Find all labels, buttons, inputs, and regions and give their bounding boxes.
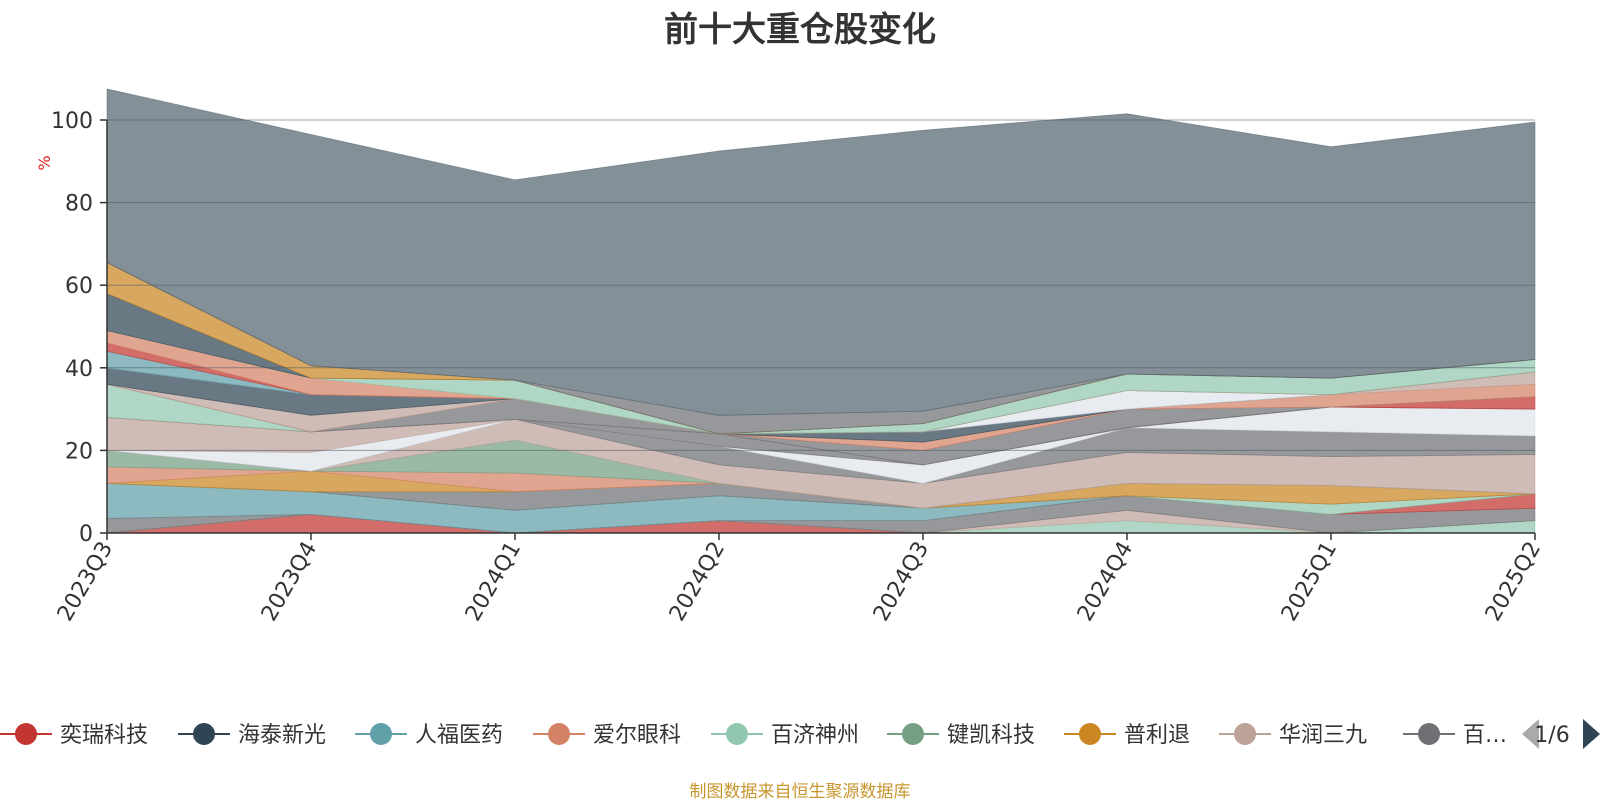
- legend-item[interactable]: 普利退: [1064, 723, 1190, 748]
- y-tick-label: 20: [65, 439, 93, 464]
- legend: 奕瑞科技 海泰新光 人福医药 爱尔眼科 百济神州 键凯科技 普利退 华润三九 百… 1/6: [0, 719, 1600, 749]
- legend-marker-icon: [1418, 723, 1440, 745]
- x-tick-label: 2024Q1: [461, 538, 526, 626]
- legend-item[interactable]: 人福医药: [355, 723, 503, 748]
- legend-label: 百…: [1463, 723, 1507, 748]
- legend-item[interactable]: 海泰新光: [178, 723, 326, 748]
- legend-marker-icon: [902, 723, 924, 745]
- x-tick-label: 2024Q2: [665, 538, 730, 626]
- y-tick-label: 100: [51, 109, 93, 134]
- x-tick-label: 2024Q3: [869, 538, 934, 626]
- triangle-right-icon[interactable]: [1583, 719, 1600, 749]
- x-tick-label: 2024Q4: [1073, 538, 1138, 626]
- legend-page-indicator: 1/6: [1534, 723, 1569, 748]
- legend-marker-icon: [1234, 723, 1256, 745]
- legend-marker-icon: [193, 723, 215, 745]
- legend-label: 人福医药: [415, 723, 503, 748]
- legend-label: 华润三九: [1279, 723, 1367, 748]
- legend-label: 普利退: [1124, 723, 1190, 748]
- legend-item[interactable]: 华润三九: [1219, 723, 1367, 748]
- legend-marker-icon: [548, 723, 570, 745]
- triangle-left-icon[interactable]: [1522, 719, 1539, 749]
- x-tick-label: 2023Q3: [53, 538, 118, 626]
- legend-label: 奕瑞科技: [60, 723, 148, 748]
- data-source-note: 制图数据来自恒生聚源数据库: [689, 782, 911, 802]
- x-tick-label: 2025Q1: [1277, 538, 1342, 626]
- legend-marker-icon: [15, 723, 37, 745]
- y-tick-label: 80: [65, 192, 93, 217]
- grid-layer: [107, 119, 1535, 451]
- legend-marker-icon: [726, 723, 748, 745]
- series-area-band-30: [106, 88, 1536, 416]
- area-layer: [106, 88, 1536, 534]
- x-tick-label: 2025Q2: [1481, 538, 1546, 626]
- legend-item[interactable]: 爱尔眼科: [533, 723, 681, 748]
- y-tick-label: 60: [65, 274, 93, 299]
- y-tick-label: 40: [65, 357, 93, 382]
- legend-item[interactable]: 百…: [1403, 723, 1507, 748]
- chart-title: 前十大重仓股变化: [664, 10, 936, 50]
- legend-item[interactable]: 百济神州: [711, 723, 859, 748]
- legend-label: 海泰新光: [238, 723, 326, 748]
- legend-item[interactable]: 键凯科技: [887, 723, 1035, 748]
- legend-label: 爱尔眼科: [593, 723, 681, 748]
- legend-item[interactable]: 奕瑞科技: [0, 723, 148, 748]
- x-tick-label: 2023Q4: [257, 538, 322, 626]
- legend-marker-icon: [1079, 723, 1101, 745]
- y-tick-label: 0: [79, 522, 93, 547]
- y-axis-label: %: [35, 155, 54, 170]
- legend-marker-icon: [370, 723, 392, 745]
- legend-label: 百济神州: [771, 723, 859, 748]
- legend-label: 键凯科技: [947, 723, 1035, 748]
